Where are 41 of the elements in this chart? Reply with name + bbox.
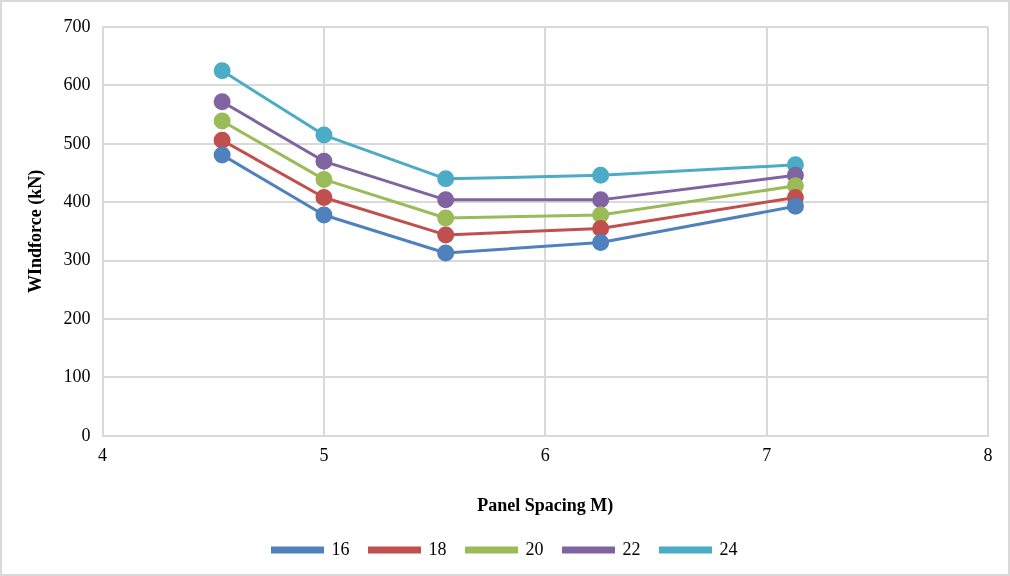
point: [437, 191, 455, 209]
point: [437, 244, 455, 262]
y-tick-label: 700: [63, 15, 91, 36]
legend-label: 18: [428, 538, 447, 559]
point: [437, 209, 455, 227]
x-axis-title: Panel Spacing M): [477, 494, 614, 516]
point: [213, 112, 231, 130]
x-tick-label: 5: [319, 445, 329, 466]
y-tick-label: 0: [81, 424, 91, 445]
point: [592, 166, 610, 184]
point: [315, 152, 333, 170]
point: [213, 146, 231, 164]
point: [315, 206, 333, 224]
legend-label: 22: [622, 538, 641, 559]
point: [437, 170, 455, 188]
legend-label: 16: [331, 538, 350, 559]
x-tick-label: 6: [540, 445, 550, 466]
y-tick-label: 500: [63, 132, 91, 153]
point: [315, 189, 333, 207]
point: [592, 206, 610, 224]
x-tick-label: 4: [98, 445, 108, 466]
point: [213, 131, 231, 149]
point: [786, 197, 804, 215]
y-tick-label: 200: [63, 307, 91, 328]
legend-label: 20: [525, 538, 544, 559]
legend-label: 24: [719, 538, 738, 559]
y-axis-title: WIndforce (kN): [25, 169, 47, 293]
point: [213, 93, 231, 111]
point: [315, 126, 333, 144]
point: [315, 170, 333, 188]
x-tick-label: 8: [983, 445, 993, 466]
y-tick-label: 300: [63, 249, 91, 270]
x-tick-label: 7: [762, 445, 772, 466]
point: [592, 234, 610, 251]
y-tick-label: 100: [63, 366, 91, 387]
point: [437, 226, 455, 244]
point: [213, 62, 231, 80]
y-tick-label: 400: [63, 190, 91, 211]
point: [592, 191, 610, 209]
point: [592, 219, 610, 237]
y-tick-label: 600: [63, 74, 91, 95]
